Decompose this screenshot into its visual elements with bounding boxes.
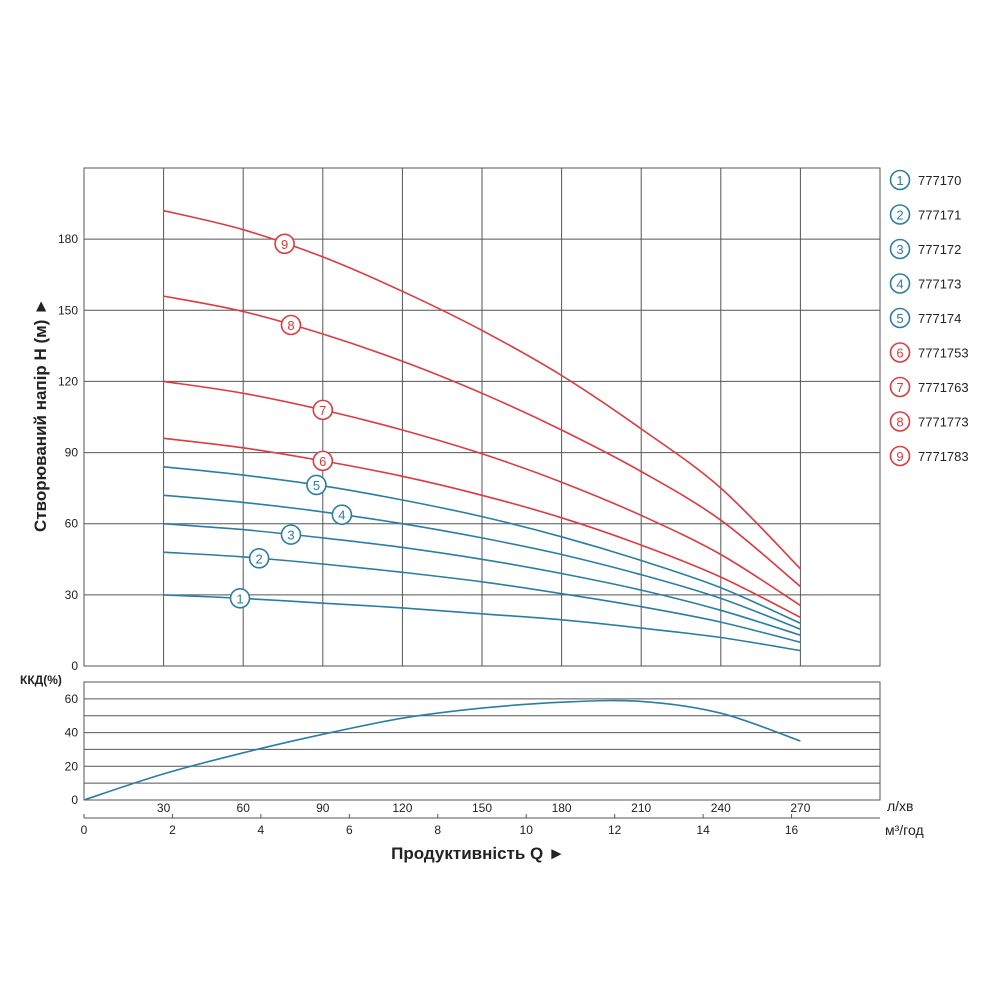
x-tick-label-primary: 60 [237,801,251,815]
x-unit-secondary: м³/год [885,822,924,838]
curve-marker-label-6: 6 [319,454,326,469]
head-curve-8 [163,295,801,588]
legend-label-2: 777171 [918,208,961,223]
x-tick-label-primary: 150 [472,801,492,815]
x-tick-label-primary: 180 [552,801,572,815]
legend-marker-label-7: 7 [896,380,903,395]
efficiency-curve [83,699,801,801]
legend-marker-label-2: 2 [896,208,903,223]
curve-marker-label-2: 2 [256,551,263,566]
efficiency-y-tick-label: 40 [65,726,79,740]
curve-marker-1 [229,587,251,609]
legend-marker-label-5: 5 [896,311,903,326]
legend-label-7: 7771763 [918,380,969,395]
legend-marker-4 [889,273,911,294]
legend-marker-9 [889,445,911,467]
curve-marker-6 [312,450,334,472]
head-curve-4 [163,494,801,630]
curve-marker-7 [312,399,334,421]
head-y-tick-label: 0 [71,659,78,673]
curve-marker-label-7: 7 [319,403,326,418]
curve-marker-8 [280,314,302,336]
curve-marker-2 [248,548,270,569]
curve-marker-3 [280,524,302,545]
curve-marker-9 [274,233,295,255]
legend-label-8: 7771773 [918,415,969,430]
head-y-tick-label: 180 [58,232,78,246]
x-tick-label-primary: 30 [157,801,171,815]
curve-marker-5 [306,474,327,496]
legend-marker-label-9: 9 [896,449,903,464]
efficiency-chart-frame [83,681,881,801]
x-tick-label-secondary: 4 [258,823,265,837]
x-tick-label-secondary: 10 [520,823,534,837]
head-y-tick-label: 150 [58,303,78,317]
head-y-tick-label: 90 [65,446,79,460]
head-curve-2 [163,551,801,644]
curve-marker-label-1: 1 [236,591,243,606]
head-y-tick-label: 120 [58,374,78,388]
curve-marker-4 [331,504,353,526]
efficiency-curve-line [83,699,801,801]
curve-markers: 1 2 3 4 5 6 7 8 9 [229,233,353,609]
legend-label-9: 7771783 [918,449,969,464]
x-tick-label-secondary: 2 [169,823,176,837]
efficiency-y-tick-label: 0 [71,793,78,807]
efficiency-y-tick-label: 20 [65,759,79,773]
x-tick-label-primary: 240 [711,801,731,815]
x-unit-primary: л/хв [887,798,914,814]
x-tick-label-secondary: 8 [434,823,441,837]
head-curve-9 [163,209,801,570]
legend-label-1: 777170 [918,173,961,188]
curve-marker-label-5: 5 [313,478,320,493]
head-curve-3 [163,522,801,636]
legend-marker-label-6: 6 [896,346,903,361]
legend-label-4: 777173 [918,277,961,292]
legend-marker-5 [889,307,911,329]
curve-marker-label-9: 9 [281,237,288,252]
x-axis-title: Продуктивність Q ► [391,844,565,863]
x-tick-label-secondary: 0 [81,823,88,837]
x-tick-label-secondary: 12 [608,823,622,837]
head-curve-1 [163,594,801,652]
curve-marker-label-4: 4 [338,508,345,523]
legend-label-6: 7771753 [918,346,969,361]
x-tick-label-primary: 90 [316,801,330,815]
head-y-tick-label: 60 [65,517,79,531]
legend-marker-label-1: 1 [896,173,903,188]
head-curve-5 [163,466,801,625]
legend-marker-6 [889,342,911,363]
legend-marker-1 [889,169,911,191]
head-y-tick-label: 30 [65,588,79,602]
legend-marker-7 [889,376,911,398]
head-curve-7 [163,380,801,607]
legend: 1 777170 2 777171 3 777172 4 777173 5 777174 6 7771… [889,169,969,467]
legend-label-3: 777172 [918,242,961,257]
y-axis-title: Створюваний напір H (м) ► [31,298,50,532]
efficiency-axis-title: ККД(%) [20,673,62,687]
legend-marker-label-3: 3 [896,242,903,257]
legend-marker-label-8: 8 [896,415,903,430]
x-tick-label-primary: 270 [790,801,810,815]
x-tick-label-primary: 120 [392,801,412,815]
x-tick-label-secondary: 14 [696,823,710,837]
head-curves [163,209,801,652]
efficiency-y-tick-label: 60 [65,692,79,706]
legend-label-5: 777174 [918,311,961,326]
x-tick-label-secondary: 16 [785,823,799,837]
legend-marker-label-4: 4 [896,277,903,292]
curve-marker-label-8: 8 [287,318,294,333]
legend-marker-8 [889,411,911,432]
curve-marker-label-3: 3 [287,528,294,543]
head-curve-6 [163,437,801,619]
legend-marker-2 [889,204,911,225]
x-tick-label-secondary: 6 [346,823,353,837]
efficiency-chart-grid [83,681,881,819]
x-tick-label-primary: 210 [631,801,651,815]
head-chart-grid [83,167,881,667]
legend-marker-3 [889,238,911,260]
